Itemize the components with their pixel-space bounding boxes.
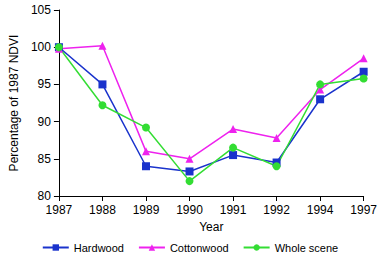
svg-text:1992: 1992 bbox=[263, 203, 290, 217]
svg-text:1997: 1997 bbox=[350, 203, 377, 217]
svg-text:Percentage of 1987 NDVI: Percentage of 1987 NDVI bbox=[7, 35, 21, 172]
svg-text:Hardwood: Hardwood bbox=[74, 242, 124, 254]
svg-text:Year: Year bbox=[199, 220, 223, 234]
svg-text:80: 80 bbox=[38, 189, 52, 203]
svg-text:100: 100 bbox=[31, 40, 51, 54]
svg-text:1994: 1994 bbox=[307, 203, 334, 217]
svg-text:Whole scene: Whole scene bbox=[275, 242, 339, 254]
svg-text:1991: 1991 bbox=[220, 203, 247, 217]
svg-text:1989: 1989 bbox=[133, 203, 160, 217]
svg-text:1987: 1987 bbox=[46, 203, 73, 217]
svg-text:105: 105 bbox=[31, 3, 51, 17]
svg-text:Cottonwood: Cottonwood bbox=[170, 242, 229, 254]
svg-text:85: 85 bbox=[38, 152, 52, 166]
svg-text:95: 95 bbox=[38, 77, 52, 91]
svg-text:1990: 1990 bbox=[176, 203, 203, 217]
svg-text:1988: 1988 bbox=[89, 203, 116, 217]
svg-text:90: 90 bbox=[38, 115, 52, 129]
